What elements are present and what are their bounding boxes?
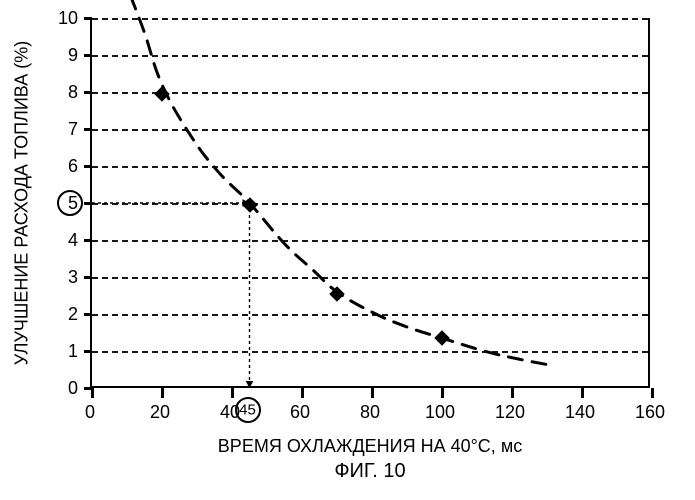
x-tick-label: 160 [635, 402, 665, 423]
chart-root: УЛУЧШЕНИЕ РАСХОДА ТОПЛИВА (%) ВРЕМЯ ОХЛА… [0, 0, 695, 500]
y-tick [84, 202, 92, 205]
y-axis-title: УЛУЧШЕНИЕ РАСХОДА ТОПЛИВА (%) [12, 41, 33, 365]
grid-line [92, 203, 648, 205]
y-tick [84, 165, 92, 168]
grid-line [92, 277, 648, 279]
y-tick-label: 8 [68, 82, 78, 103]
grid-line [92, 18, 648, 20]
y-tick-label: 1 [68, 341, 78, 362]
y-tick-label: 3 [68, 267, 78, 288]
x-tick-label: 100 [425, 402, 455, 423]
x-tick-label: 140 [565, 402, 595, 423]
x-tick [91, 388, 94, 398]
y-tick [84, 17, 92, 20]
grid-line [92, 240, 648, 242]
y-tick-label: 4 [68, 230, 78, 251]
y-tick-label: 10 [58, 8, 78, 29]
grid-line [92, 351, 648, 353]
grid-line [92, 129, 648, 131]
y-tick-label: 9 [68, 45, 78, 66]
y-tick [84, 91, 92, 94]
x-tick [441, 388, 444, 398]
callout-x-label: 45 [239, 402, 256, 419]
y-tick [84, 239, 92, 242]
plot-area [90, 18, 650, 388]
y-tick-label: 2 [68, 304, 78, 325]
x-tick [651, 388, 654, 398]
figure-caption: ФИГ. 10 [334, 460, 405, 483]
grid-line [92, 55, 648, 57]
arrowhead-icon [246, 381, 254, 388]
grid-line [92, 166, 648, 168]
grid-line [92, 314, 648, 316]
x-tick [161, 388, 164, 398]
x-tick-label: 120 [495, 402, 525, 423]
y-tick [84, 276, 92, 279]
callout-circle-y [57, 190, 83, 216]
x-axis-title: ВРЕМЯ ОХЛАЖДЕНИЯ НА 40°С, мс [218, 436, 522, 457]
x-tick [301, 388, 304, 398]
x-tick-label: 60 [290, 402, 310, 423]
y-tick [84, 128, 92, 131]
x-tick [231, 388, 234, 398]
y-tick-label: 6 [68, 156, 78, 177]
y-tick-label: 0 [68, 378, 78, 399]
y-tick [84, 350, 92, 353]
grid-line [92, 92, 648, 94]
x-tick [371, 388, 374, 398]
y-tick [84, 54, 92, 57]
x-tick-label: 20 [150, 402, 170, 423]
x-tick-label: 0 [85, 402, 95, 423]
x-tick [511, 388, 514, 398]
x-tick-label: 80 [360, 402, 380, 423]
x-tick [581, 388, 584, 398]
y-tick-label: 7 [68, 119, 78, 140]
y-tick [84, 313, 92, 316]
